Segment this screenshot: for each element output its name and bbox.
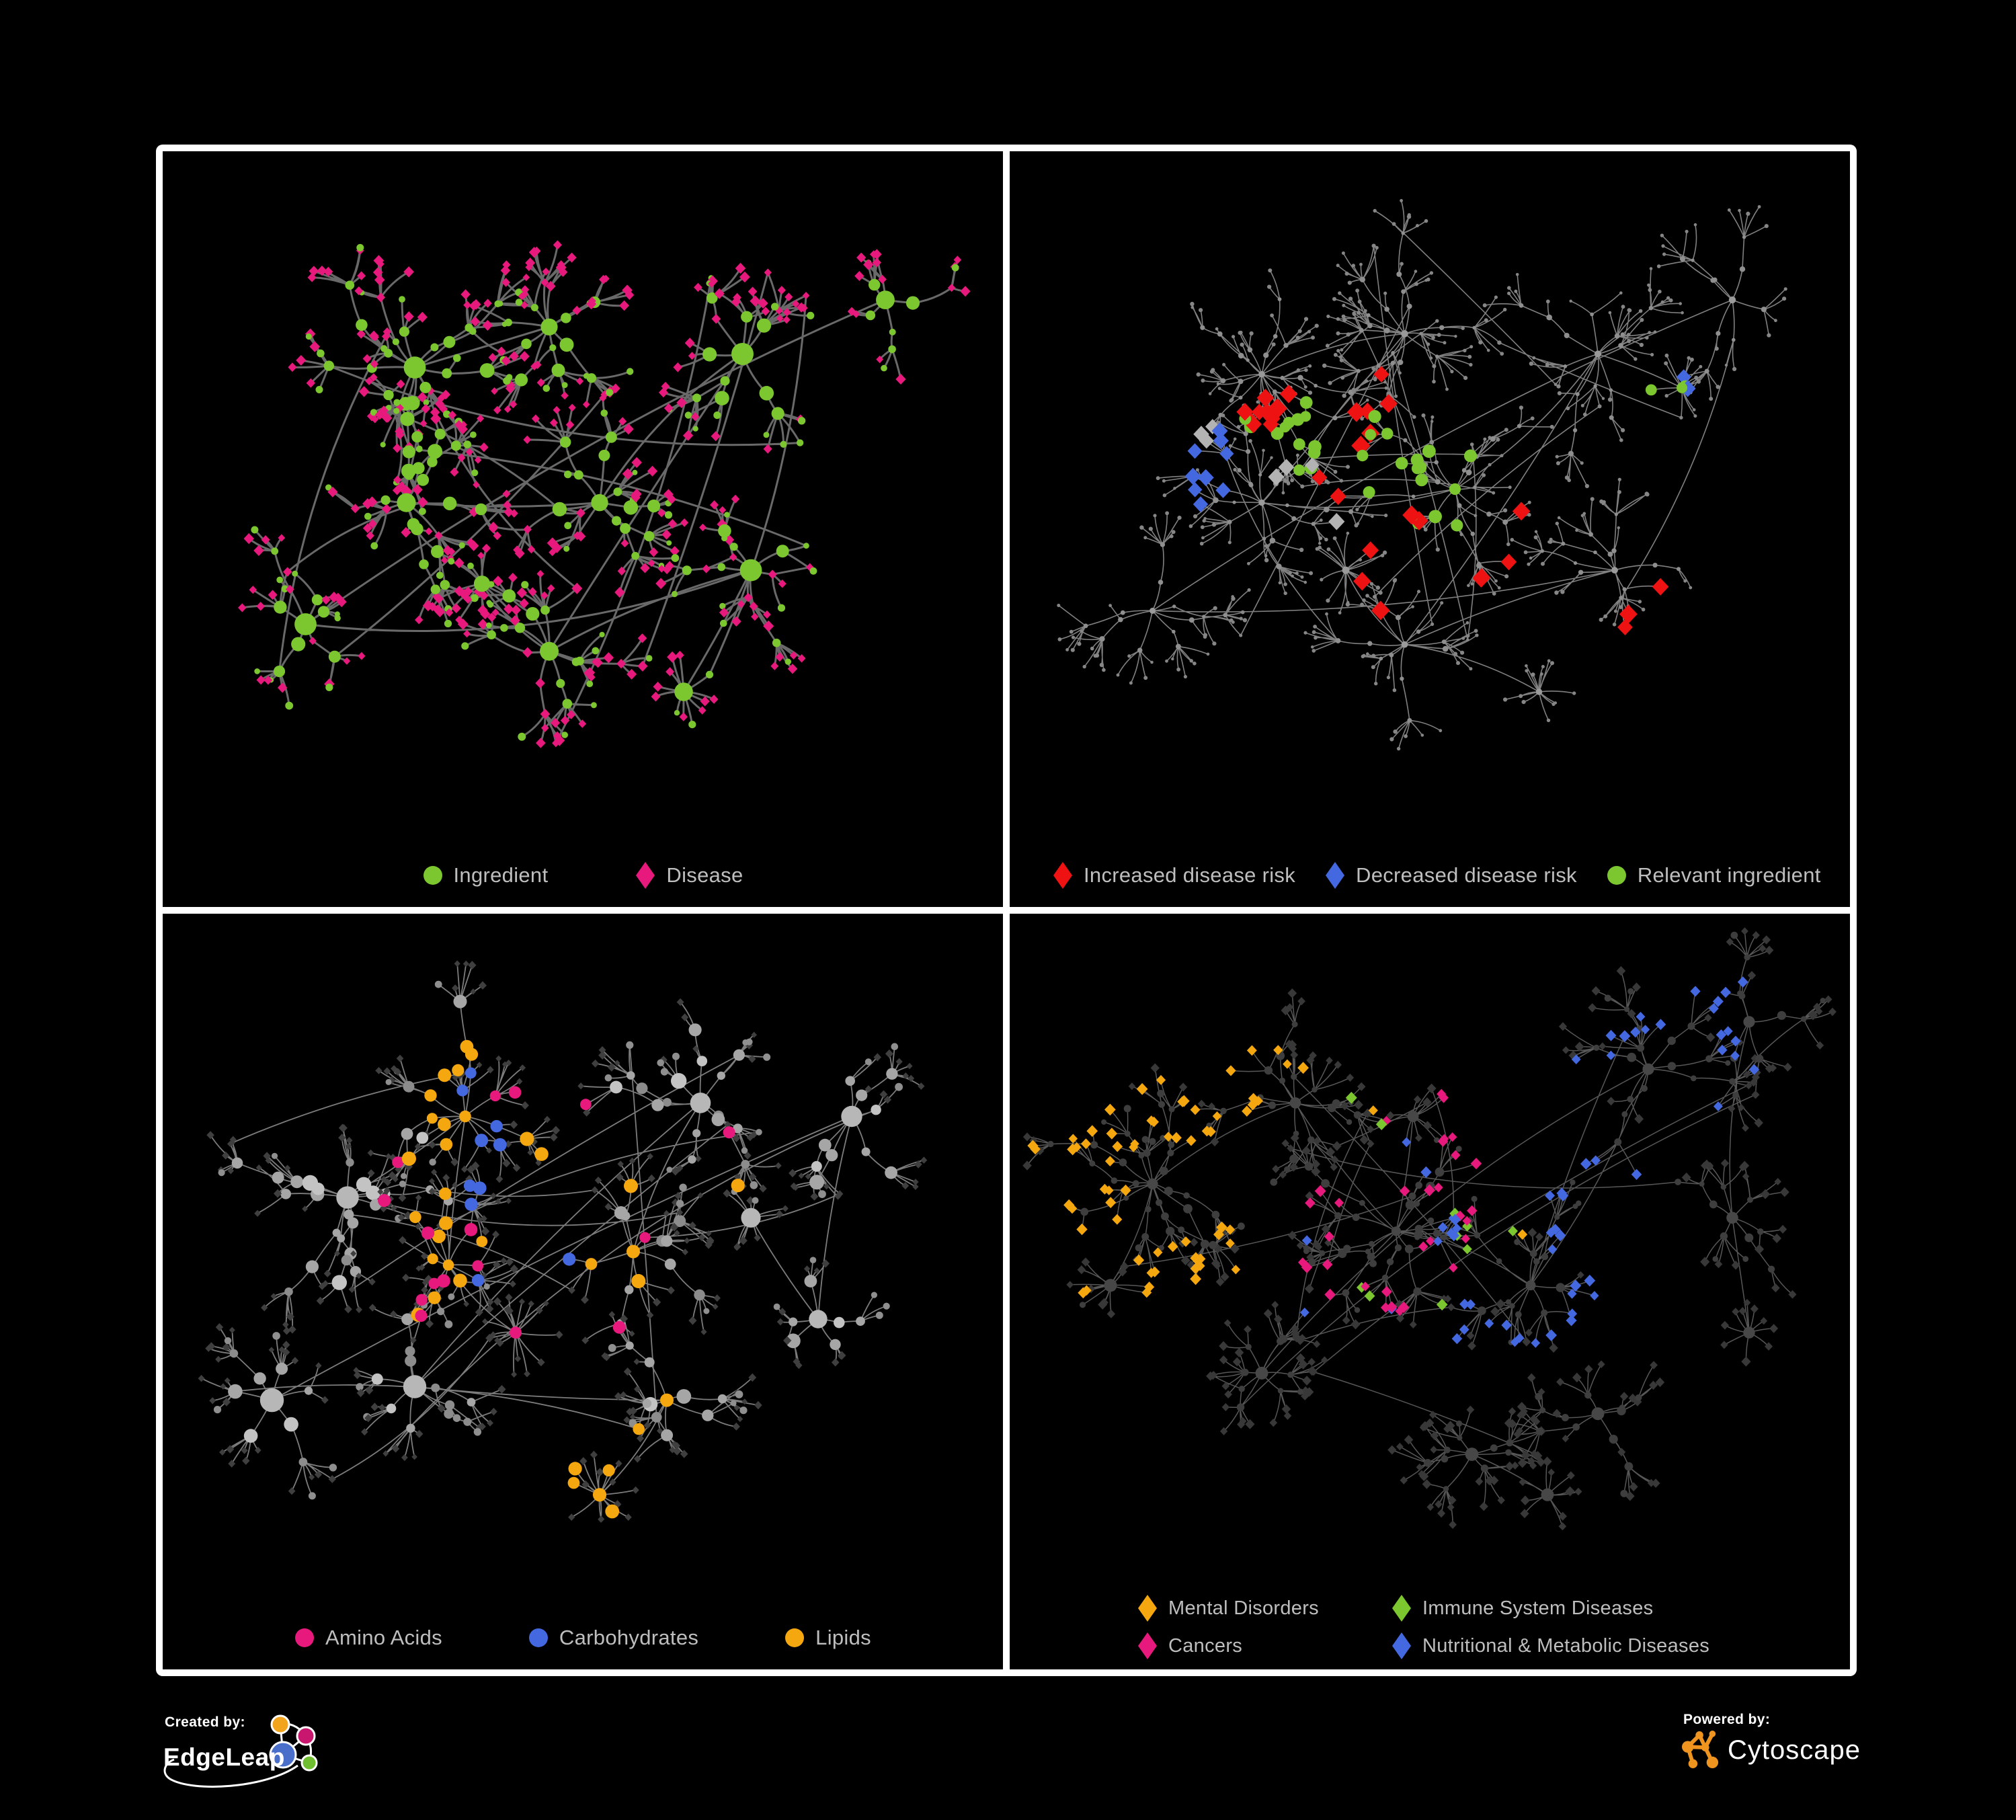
legend-item-nutritional-metabolic-diseases: Nutritional & Metabolic Diseases: [1392, 1632, 1709, 1660]
network-graph-disease-risk: [1057, 199, 1787, 751]
diamond-marker-icon: [636, 862, 655, 889]
edgeleap-green-node-icon: [300, 1754, 318, 1772]
legend-item-carbohydrates: Carbohydrates: [528, 1624, 698, 1652]
cytoscape-credit: Powered by:: [1682, 1710, 1910, 1784]
legend-item-immune-system-diseases: Immune System Diseases: [1392, 1594, 1709, 1622]
legend-label: Ingredient: [453, 863, 549, 887]
powered-by-caption: Powered by:: [1683, 1712, 1771, 1727]
diamond-marker-icon: [1326, 862, 1345, 889]
legend-label: Cancers: [1168, 1634, 1243, 1657]
legend-ingredient-groups: Amino Acids Carbohydrates Lipids: [163, 1624, 1003, 1652]
legend-item-decreased-disease-risk: Decreased disease risk: [1325, 861, 1577, 889]
legend-item-ingredient: Ingredient: [423, 861, 549, 889]
panel-disease-groups: Mental Disorders Immune System Diseases Ca…: [1010, 914, 1850, 1669]
diamond-marker-icon: [1392, 1595, 1411, 1622]
legend-item-lipids: Lipids: [784, 1624, 871, 1652]
legend-label: Mental Disorders: [1168, 1597, 1319, 1619]
diamond-marker-icon: [1392, 1632, 1411, 1659]
panel-grid: Ingredient Disease Increased disease risk…: [156, 145, 1857, 1676]
legend-item-cancers: Cancers: [1137, 1632, 1392, 1660]
circle-marker-icon: [423, 866, 442, 885]
legend-label: Disease: [666, 863, 743, 887]
cytoscape-logo-icon: [1682, 1731, 1719, 1769]
legend-ingredient-disease: Ingredient Disease: [163, 861, 1003, 889]
circle-marker-icon: [528, 1628, 548, 1647]
legend-label: Relevant ingredient: [1637, 863, 1821, 887]
edgeleap-logo: EdgeLeap: [163, 1714, 318, 1788]
legend-label: Nutritional & Metabolic Diseases: [1422, 1634, 1710, 1657]
network-graph-disease-groups: [1022, 927, 1837, 1531]
legend-label: Increased disease risk: [1084, 863, 1296, 887]
panel-ingredient-disease: Ingredient Disease: [163, 151, 1003, 907]
edgeleap-pink-node-icon: [296, 1726, 316, 1746]
legend-disease-groups: Mental Disorders Immune System Diseases Ca…: [1137, 1594, 1709, 1660]
circle-marker-icon: [1607, 866, 1626, 885]
circle-marker-icon: [295, 1628, 315, 1647]
panel-disease-risk: Increased disease risk Decreased disease …: [1010, 151, 1850, 907]
legend-disease-risk: Increased disease risk Decreased disease …: [1010, 861, 1850, 889]
edgeleap-swoosh-icon: [163, 1758, 298, 1788]
edgeleap-brand: EdgeLeap: [163, 1743, 285, 1771]
legend-label: Decreased disease risk: [1356, 863, 1577, 887]
legend-label: Lipids: [815, 1626, 871, 1649]
legend-item-relevant-ingredient: Relevant ingredient: [1607, 861, 1821, 889]
edgeleap-orange-node-icon: [270, 1714, 290, 1735]
legend-item-increased-disease-risk: Increased disease risk: [1053, 861, 1295, 889]
edgeleap-blue-node-icon: [269, 1741, 297, 1769]
legend-item-mental-disorders: Mental Disorders: [1137, 1594, 1392, 1622]
legend-label: Immune System Diseases: [1422, 1597, 1654, 1619]
network-graph-ingredient-disease: [238, 240, 971, 748]
legend-label: Amino Acids: [325, 1626, 442, 1649]
network-graph-ingredient-groups: [198, 960, 928, 1523]
cytoscape-brand: Cytoscape: [1728, 1735, 1861, 1765]
created-by-caption: Created by:: [165, 1714, 245, 1730]
diamond-marker-icon: [1138, 1632, 1157, 1659]
edgeleap-credit: Created by: EdgeLeap: [163, 1712, 365, 1799]
legend-item-disease: Disease: [635, 861, 743, 889]
circle-marker-icon: [785, 1628, 805, 1647]
legend-label: Carbohydrates: [559, 1626, 699, 1649]
diamond-marker-icon: [1138, 1595, 1157, 1622]
diamond-marker-icon: [1053, 862, 1072, 889]
panel-ingredient-groups: Amino Acids Carbohydrates Lipids: [163, 914, 1003, 1669]
legend-item-amino-acids: Amino Acids: [294, 1624, 442, 1652]
